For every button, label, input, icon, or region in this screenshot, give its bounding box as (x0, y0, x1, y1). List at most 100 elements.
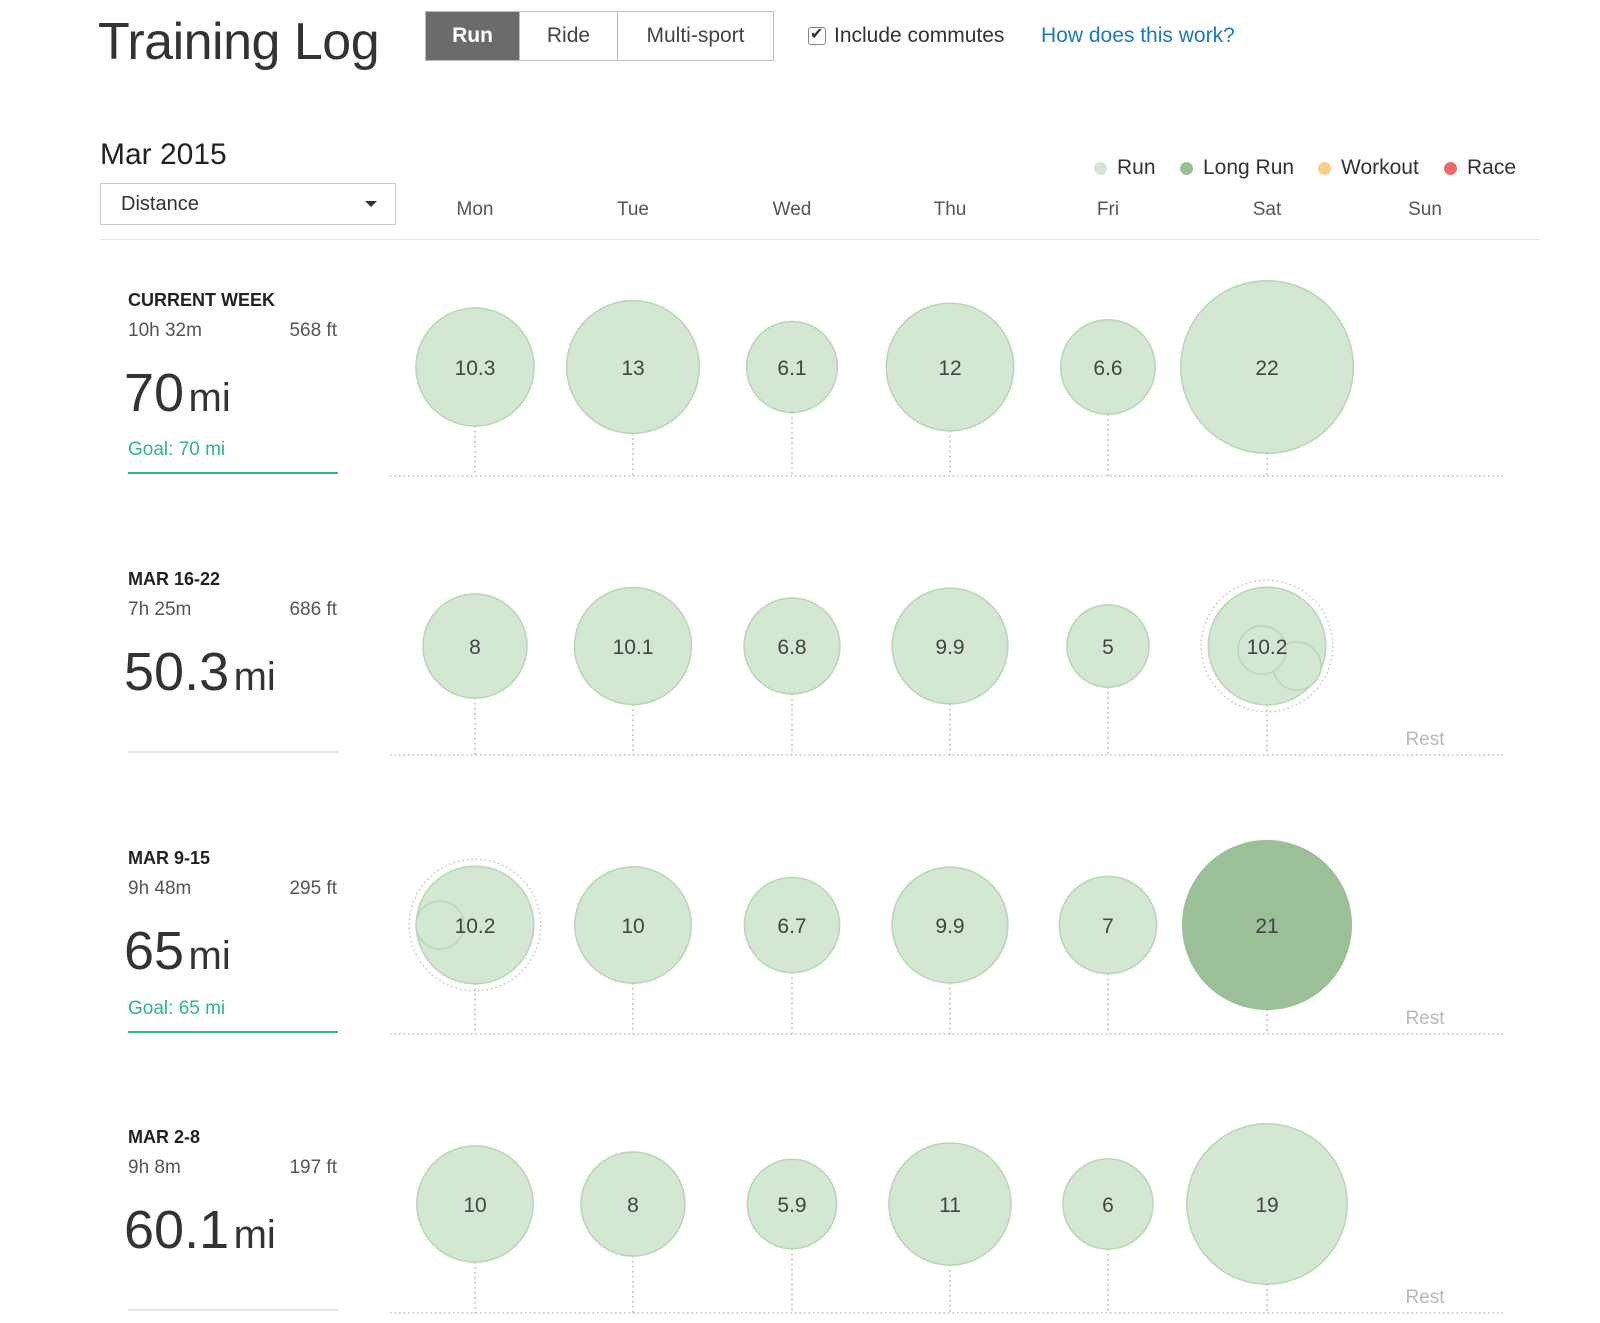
activity-bubble-thu[interactable]: 9.9 (891, 866, 1009, 1034)
activity-distance-label: 19 (1255, 1194, 1278, 1217)
week-elevation: 197 ft (289, 1157, 337, 1178)
week-time: 9h 48m (128, 878, 192, 899)
activity-distance-label: 6.6 (1093, 357, 1122, 380)
week-time: 7h 25m (128, 599, 192, 620)
include-commutes-label: Include commutes (834, 24, 1005, 47)
activity-bubble-circle (416, 1145, 534, 1263)
day-label-tue: Tue (616, 199, 650, 220)
activity-bubble-wed[interactable]: 6.8 (743, 597, 841, 755)
tab-multi-sport[interactable]: Multi-sport (618, 12, 773, 60)
sub-activity-bubble (415, 900, 465, 950)
activity-bubble-circle (573, 586, 693, 706)
activity-bubble-circle (891, 866, 1009, 984)
rest-day-label: Rest (1405, 1287, 1445, 1308)
tab-ride[interactable]: Ride (520, 12, 618, 60)
chevron-down-icon (365, 201, 377, 207)
week-title: MAR 2-8 (128, 1127, 201, 1147)
week-distance: 50.3 mi (124, 641, 276, 703)
activity-distance-label: 11 (939, 1194, 961, 1217)
week-title: CURRENT WEEK (128, 290, 275, 310)
week-distance-unit: mi (188, 934, 231, 978)
metric-select-value: Distance (121, 193, 199, 215)
activity-bubble-circle (746, 1158, 838, 1250)
activity-bubble-wed[interactable]: 6.7 (743, 876, 841, 1034)
activity-bubble-thu[interactable]: 11 (888, 1142, 1012, 1313)
week-title: MAR 16-22 (128, 569, 221, 589)
include-commutes-toggle[interactable]: Include commutes (808, 24, 1004, 48)
activity-distance-label: 10 (463, 1194, 486, 1217)
activity-bubble-tue[interactable]: 13 (565, 299, 701, 476)
activity-bubble-tue[interactable]: 10.1 (573, 586, 693, 755)
month-label: Mar 2015 (100, 138, 227, 171)
metric-select[interactable]: Distance (100, 183, 396, 225)
activity-distance-label: 10 (621, 915, 644, 938)
week-goal: Goal: 70 mi (128, 439, 226, 460)
activity-bubble-fri[interactable]: 7 (1058, 875, 1158, 1034)
how-does-this-work-link[interactable]: How does this work? (1041, 24, 1235, 47)
week-elevation: 295 ft (289, 878, 337, 899)
activity-distance-label: 8 (469, 636, 481, 659)
activity-bubble-fri[interactable]: 6.6 (1059, 318, 1157, 476)
week-distance-value: 70 (124, 363, 185, 423)
activity-bubble-sat[interactable]: 10.2 (1200, 579, 1334, 755)
activity-bubble-thu[interactable]: 12 (885, 302, 1015, 476)
activity-bubble-mon[interactable]: 8 (422, 593, 528, 755)
workout-dot-icon (1318, 161, 1331, 175)
race-dot-icon (1444, 161, 1457, 175)
activity-bubble-tue[interactable]: 8 (580, 1151, 686, 1313)
activity-bubble-sat[interactable]: 22 (1179, 279, 1355, 476)
activity-distance-label: 10.3 (455, 357, 496, 380)
day-label-mon: Mon (456, 199, 494, 220)
activity-bubble-circle (891, 587, 1009, 705)
activity-bubble-wed[interactable]: 5.9 (746, 1158, 838, 1313)
activity-bubble-circle (574, 866, 692, 984)
include-commutes-checkbox[interactable] (808, 24, 826, 45)
legend-workout: Workout (1318, 156, 1419, 180)
activity-bubble-circle (422, 593, 528, 699)
tab-run[interactable]: Run (426, 12, 520, 60)
activity-distance-label: 5.9 (777, 1194, 806, 1217)
activity-bubble-fri[interactable]: 6 (1062, 1158, 1154, 1313)
activity-distance-label: 5 (1102, 636, 1114, 659)
activity-distance-label: 10.2 (455, 915, 496, 938)
activity-bubble-circle (1066, 604, 1150, 688)
week-elevation: 686 ft (289, 599, 337, 620)
activity-bubble-circle (1179, 279, 1355, 455)
activity-bubble-sat[interactable]: 21 (1181, 839, 1353, 1034)
activity-bubble-sat[interactable]: 19 (1186, 1123, 1348, 1313)
page-title: Training Log (98, 13, 380, 71)
activity-distance-label: 6 (1102, 1194, 1114, 1217)
week-distance-unit: mi (188, 376, 231, 420)
activity-distance-label: 22 (1255, 357, 1278, 380)
week-goal-progress-bar (128, 1031, 338, 1033)
legend-race-label: Race (1467, 156, 1517, 179)
week-goal: Goal: 65 mi (128, 998, 226, 1019)
day-label-sun: Sun (1408, 199, 1442, 220)
legend-run-label: Run (1117, 156, 1156, 179)
activity-bubble-tue[interactable]: 10 (574, 866, 692, 1034)
day-label-wed: Wed (772, 199, 812, 220)
day-label-thu: Thu (933, 199, 967, 220)
week-activity-chart: 8 10.1 6.8 9.9 5 10.2 Rest (390, 579, 1505, 756)
activity-bubble-circle (1186, 1123, 1348, 1285)
activity-bubble-circle (1059, 318, 1157, 416)
activity-bubble-circle (745, 320, 839, 414)
activity-bubble-circle (1181, 839, 1353, 1011)
activity-bubble-mon[interactable]: 10.2 (408, 858, 542, 1034)
week-goal-progress-bar (128, 751, 338, 753)
activity-bubble-thu[interactable]: 9.9 (891, 587, 1009, 755)
activity-distance-label: 6.1 (777, 357, 806, 380)
activity-bubble-mon[interactable]: 10.3 (415, 307, 535, 476)
activity-distance-label: 21 (1255, 915, 1278, 938)
week-time: 10h 32m (128, 320, 202, 341)
activity-bubble-mon[interactable]: 10 (416, 1145, 534, 1313)
week-goal-progress-bar (128, 472, 338, 474)
week-elevation: 568 ft (289, 320, 337, 341)
sport-tabs: Run Ride Multi-sport (425, 11, 774, 61)
activity-bubble-fri[interactable]: 5 (1066, 604, 1150, 755)
week-goal-progress-bar (128, 1309, 338, 1311)
activity-bubble-wed[interactable]: 6.1 (745, 320, 839, 476)
activity-distance-label: 6.7 (777, 915, 806, 938)
activity-bubble-circle (1058, 875, 1158, 975)
activity-bubble-circle (415, 307, 535, 427)
